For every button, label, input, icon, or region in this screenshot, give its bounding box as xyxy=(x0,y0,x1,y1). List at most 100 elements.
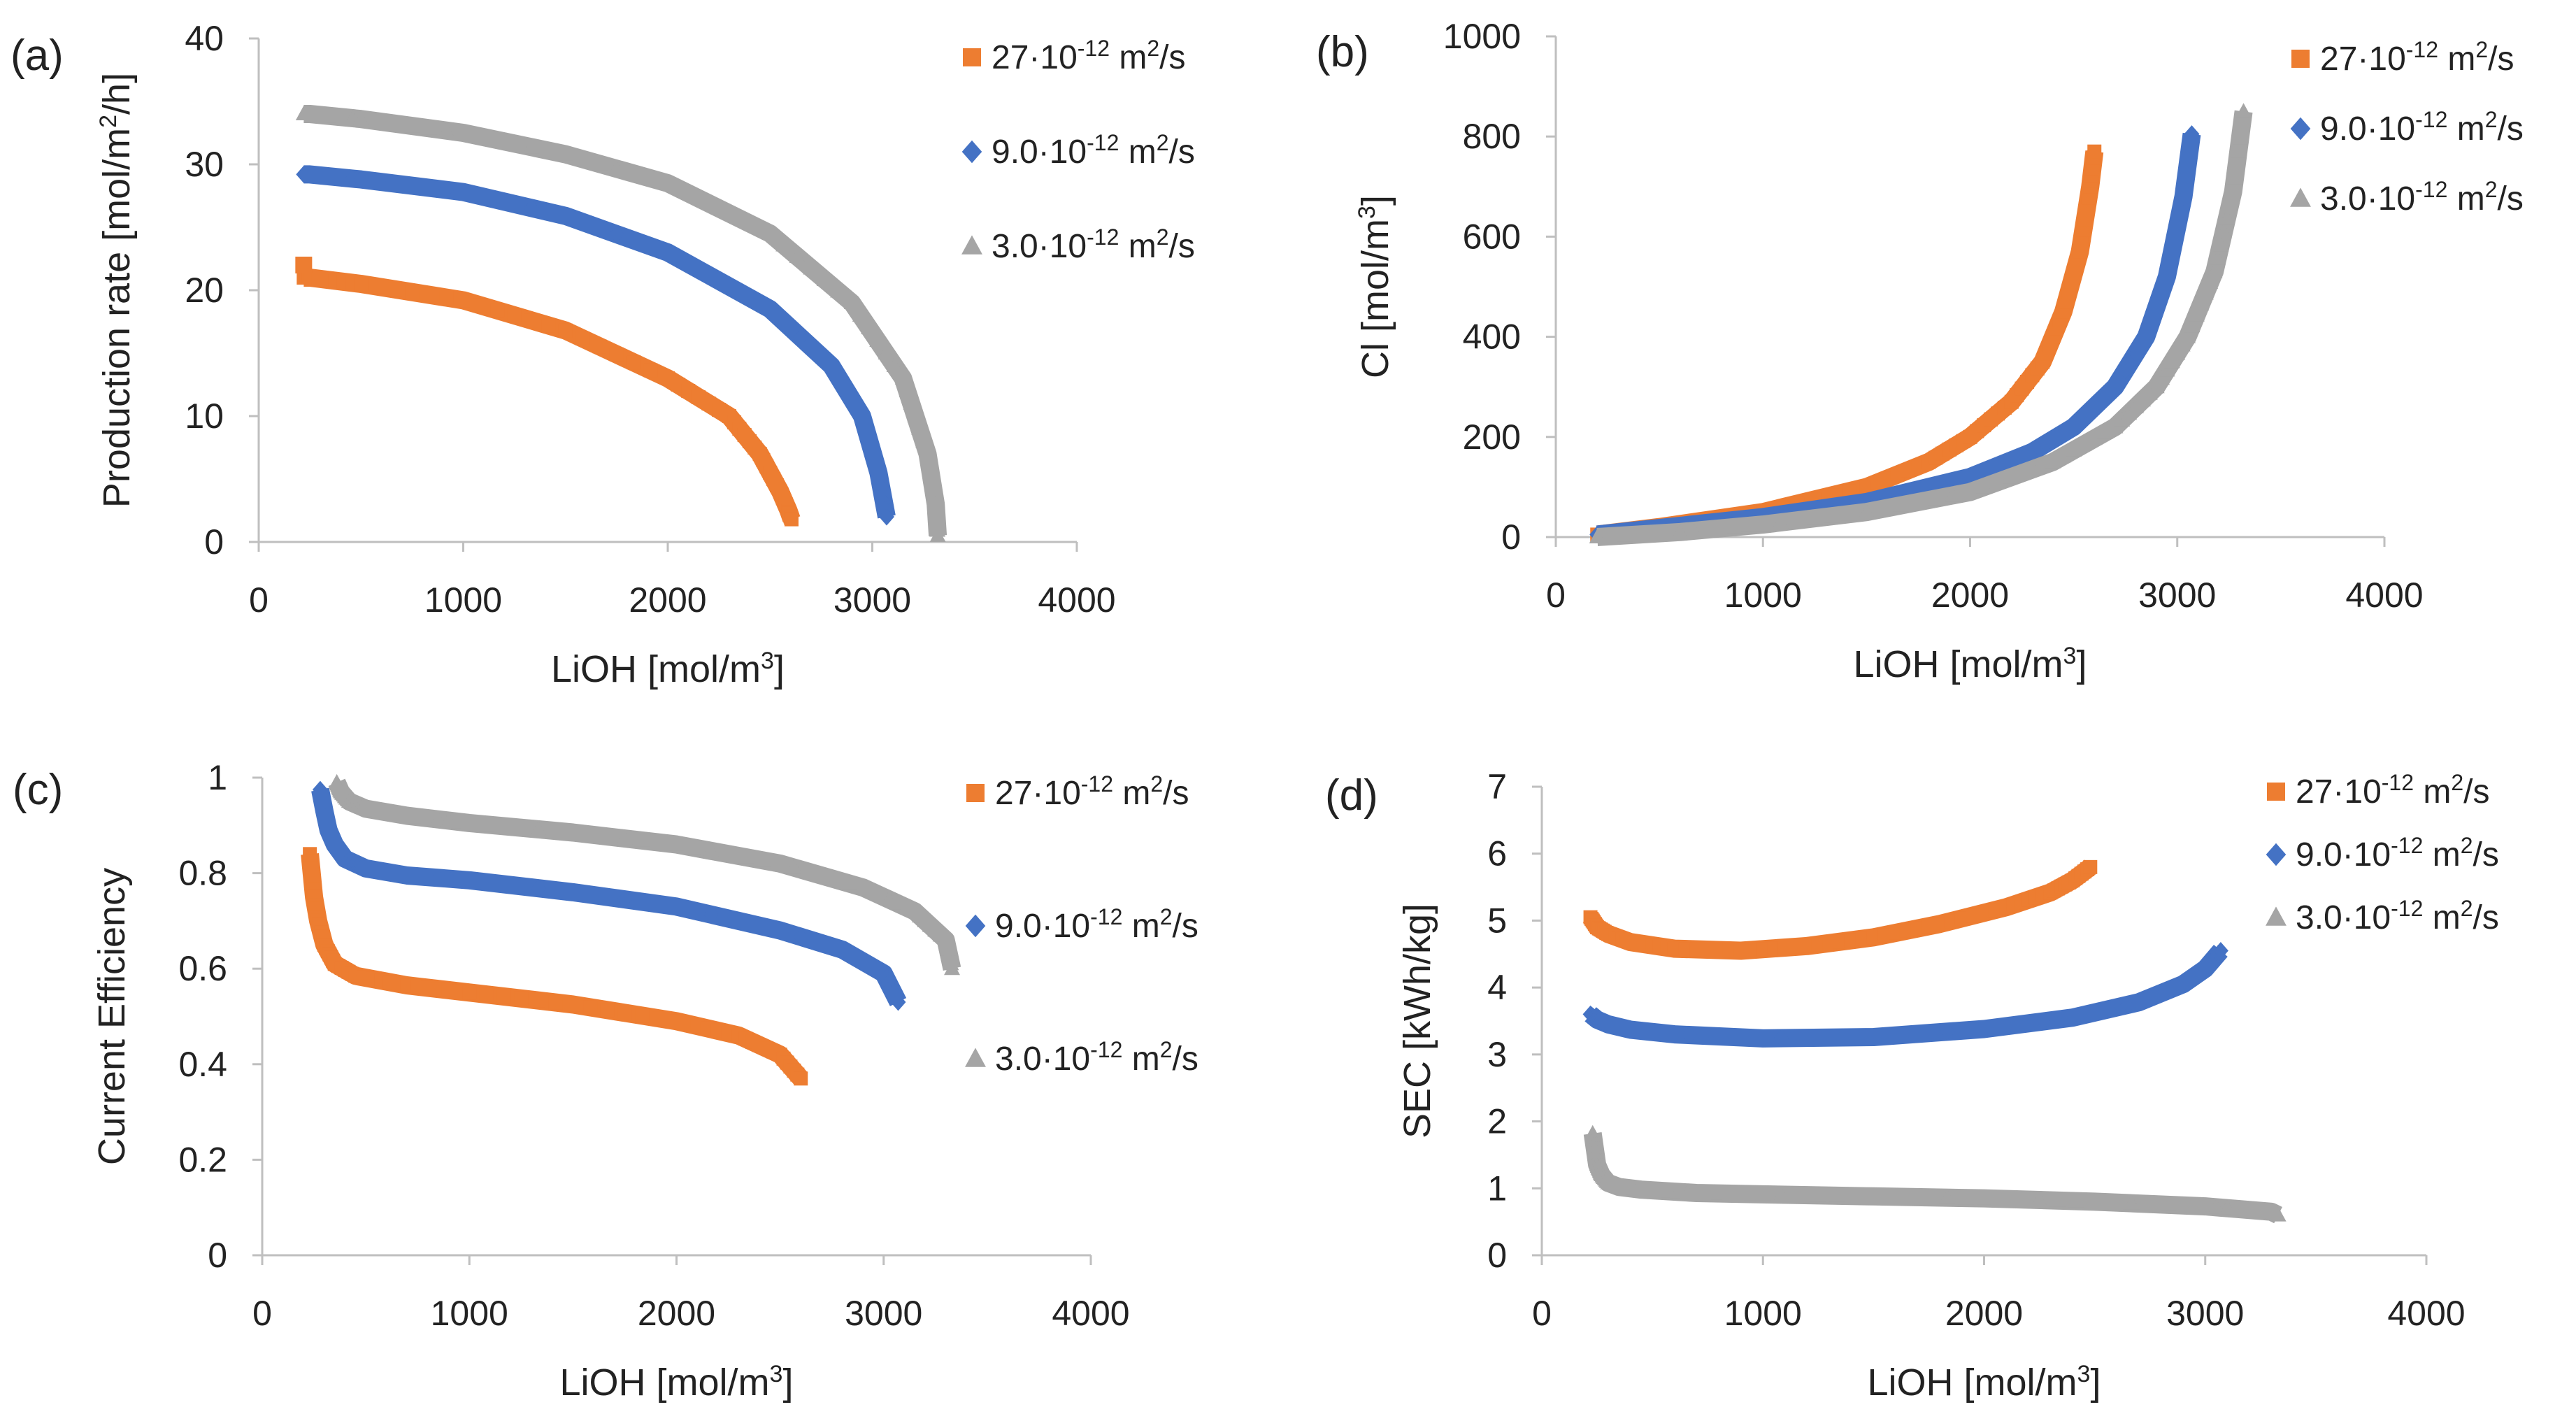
data-point xyxy=(840,875,857,890)
legend-label: 3.0·10-12 m2/s xyxy=(995,1037,1198,1078)
data-point xyxy=(1822,936,1837,950)
data-point xyxy=(2076,222,2091,237)
data-series-3 xyxy=(1589,103,2253,546)
data-point xyxy=(1944,914,1959,929)
y-tick-label: 1000 xyxy=(1443,17,1521,56)
data-point xyxy=(1754,516,1771,531)
data-point xyxy=(668,897,685,915)
data-point xyxy=(2233,116,2250,131)
data-point xyxy=(302,165,318,183)
y-tick-label: 0 xyxy=(1501,517,1521,557)
data-point xyxy=(761,225,778,240)
x-tick-label: 3000 xyxy=(2138,576,2216,615)
data-point xyxy=(772,310,788,327)
data-point xyxy=(2083,859,2098,874)
data-point xyxy=(782,319,799,337)
x-tick-label: 3000 xyxy=(845,1294,922,1333)
data-point xyxy=(404,177,420,195)
data-point xyxy=(479,987,494,1002)
data-point xyxy=(399,866,415,885)
data-point xyxy=(1976,1190,1992,1205)
data-point xyxy=(327,168,343,186)
data-point xyxy=(530,820,547,836)
legend-label: 27·10-12 m2/s xyxy=(992,36,1185,76)
data-point xyxy=(1884,1027,1900,1045)
data-point xyxy=(668,836,685,851)
data-point xyxy=(1989,473,2006,489)
data-point xyxy=(878,508,894,526)
data-point xyxy=(2154,370,2170,385)
data-point xyxy=(354,277,368,291)
chart-panel-1: (a) 0 1000 2000 3000 4000 0 10 20 30 40 LiOH [mol/m… xyxy=(10,19,1195,690)
data-point xyxy=(911,420,928,435)
data-point xyxy=(455,124,471,139)
data-point xyxy=(2230,143,2247,158)
data-point xyxy=(599,888,615,906)
data-point xyxy=(2167,227,2183,245)
data-point xyxy=(1994,1190,2011,1206)
data-point xyxy=(1975,478,1992,494)
y-axis-title: Production rate [mol/m2/h] xyxy=(95,73,138,508)
data-point xyxy=(1806,510,1823,525)
data-point xyxy=(524,199,539,217)
data-point xyxy=(2219,1199,2235,1215)
data-point xyxy=(2241,1201,2258,1217)
data-point xyxy=(1727,518,1744,534)
data-point xyxy=(2086,430,2103,445)
data-series-3 xyxy=(295,105,947,542)
data-point xyxy=(506,135,523,150)
data-point xyxy=(1810,1187,1826,1202)
data-point xyxy=(1589,529,1605,543)
legend: 27·10-12 m2/s 9.0·10-12 m2/s 3.0·10-12 m2/… xyxy=(2290,37,2524,217)
data-point xyxy=(745,217,761,231)
data-point xyxy=(1791,1029,1808,1047)
data-point xyxy=(430,810,447,826)
data-point xyxy=(2066,441,2082,457)
data-point xyxy=(1710,1185,1727,1200)
y-tick-label: 20 xyxy=(185,271,224,310)
data-point xyxy=(886,357,903,372)
data-series-2 xyxy=(296,165,896,526)
data-point xyxy=(496,876,512,894)
data-point xyxy=(2087,144,2102,159)
legend-item-1: 27·10-12 m2/s xyxy=(966,771,1189,812)
y-tick-label: 6 xyxy=(1487,834,1507,873)
legend-item-3: 3.0·10-12 m2/s xyxy=(965,1037,1198,1078)
data-point xyxy=(789,248,806,263)
data-point xyxy=(728,208,744,223)
legend-marker xyxy=(961,235,982,255)
y-tick-label: 0 xyxy=(204,522,224,562)
data-point xyxy=(439,290,454,305)
y-tick-label: 0 xyxy=(208,1236,227,1275)
y-tick-label: 0.6 xyxy=(178,949,227,988)
data-point xyxy=(1927,490,1944,506)
data-point xyxy=(898,899,915,914)
data-point xyxy=(813,867,830,883)
data-point xyxy=(557,207,573,225)
data-point xyxy=(1957,1190,1974,1205)
data-point xyxy=(592,219,608,237)
data-point xyxy=(600,1003,615,1017)
data-point xyxy=(2020,1014,2036,1032)
data-point xyxy=(827,871,844,886)
y-tick-label: 1 xyxy=(208,758,227,797)
chart-panel-4: (d) 0 1000 2000 3000 4000 0 1 2 3 4 5 6 7 LiOH [mol/m3… xyxy=(1325,767,2499,1404)
data-point xyxy=(2003,469,2020,484)
legend-marker xyxy=(2266,906,2287,926)
data-point xyxy=(2045,453,2061,469)
panel-letter: (b) xyxy=(1316,28,1369,76)
data-point xyxy=(575,331,590,345)
data-point xyxy=(889,894,906,910)
data-point xyxy=(2075,1006,2091,1024)
x-axis-title: LiOH [mol/m3] xyxy=(1854,643,2087,685)
data-point xyxy=(438,181,455,199)
data-point xyxy=(1922,919,1936,934)
data-point xyxy=(2252,1202,2269,1217)
data-point xyxy=(1741,517,1757,532)
legend-marker xyxy=(2267,783,2285,801)
data-point xyxy=(2232,129,2249,145)
legend-item-2: 9.0·10-12 m2/s xyxy=(961,130,1195,171)
data-point xyxy=(1910,921,1925,936)
y-tick-label: 600 xyxy=(1463,217,1521,256)
y-tick-label: 0.4 xyxy=(178,1045,227,1084)
